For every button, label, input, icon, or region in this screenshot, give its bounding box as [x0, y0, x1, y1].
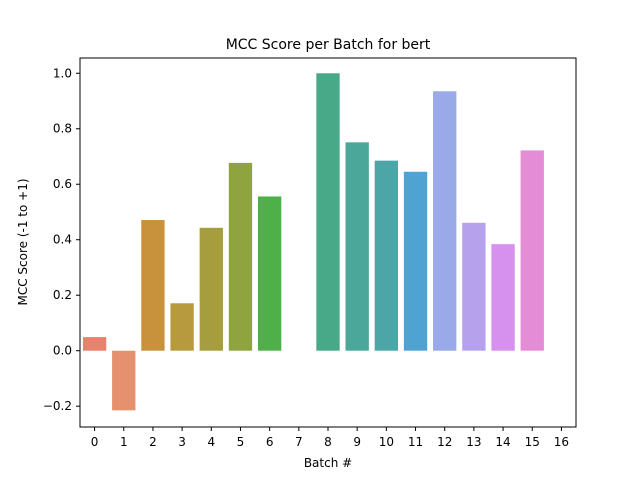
- x-tick-label: 0: [91, 435, 99, 449]
- x-tick-label: 14: [495, 435, 510, 449]
- bar-batch-2: [141, 220, 165, 351]
- x-tick-label: 2: [149, 435, 157, 449]
- x-tick-label: 4: [207, 435, 215, 449]
- x-tick-label: 16: [554, 435, 569, 449]
- bars-group: [82, 73, 544, 411]
- bar-batch-6: [257, 196, 282, 351]
- x-tick-label: 6: [266, 435, 274, 449]
- bar-batch-9: [345, 142, 369, 351]
- y-tick-label: 0.6: [53, 177, 72, 191]
- bar-batch-13: [462, 222, 486, 351]
- x-axis-ticks: 0 1 2 3 4 5 6 7 8 9 10 11 12 13 14 15 16: [91, 427, 569, 449]
- bar-batch-3: [170, 303, 194, 351]
- x-tick-label: 1: [120, 435, 128, 449]
- y-axis-ticks: −0.2 0.0 0.2 0.4 0.6 0.8 1.0: [43, 66, 80, 413]
- x-tick-label: 8: [324, 435, 332, 449]
- bar-batch-11: [403, 171, 428, 351]
- x-tick-label: 13: [466, 435, 481, 449]
- bar-batch-5: [228, 162, 253, 351]
- bar-batch-4: [199, 227, 223, 351]
- y-tick-label: 0.8: [53, 122, 72, 136]
- x-axis-label: Batch #: [304, 456, 352, 470]
- x-tick-label: 5: [237, 435, 245, 449]
- x-tick-label: 3: [178, 435, 186, 449]
- y-tick-label: 0.2: [53, 288, 72, 302]
- x-tick-label: 11: [408, 435, 423, 449]
- bar-batch-14: [491, 244, 515, 351]
- bar-batch-12: [433, 91, 457, 351]
- x-tick-label: 15: [525, 435, 540, 449]
- bar-batch-10: [374, 160, 399, 351]
- chart-title: MCC Score per Batch for bert: [226, 37, 431, 53]
- x-tick-label: 10: [379, 435, 394, 449]
- y-axis-label: MCC Score (-1 to +1): [16, 178, 30, 305]
- x-tick-label: 12: [437, 435, 452, 449]
- bar-batch-1: [112, 350, 136, 411]
- plot-frame: [79, 57, 577, 428]
- y-tick-label: 0.0: [53, 344, 72, 358]
- x-tick-label: 9: [353, 435, 361, 449]
- y-tick-label: 1.0: [53, 66, 72, 80]
- y-tick-label: 0.4: [53, 233, 72, 247]
- bar-batch-15: [520, 150, 544, 351]
- x-tick-label: 7: [295, 435, 303, 449]
- bar-batch-8: [316, 73, 340, 351]
- y-tick-label: −0.2: [43, 399, 72, 413]
- bar-batch-0: [82, 337, 107, 351]
